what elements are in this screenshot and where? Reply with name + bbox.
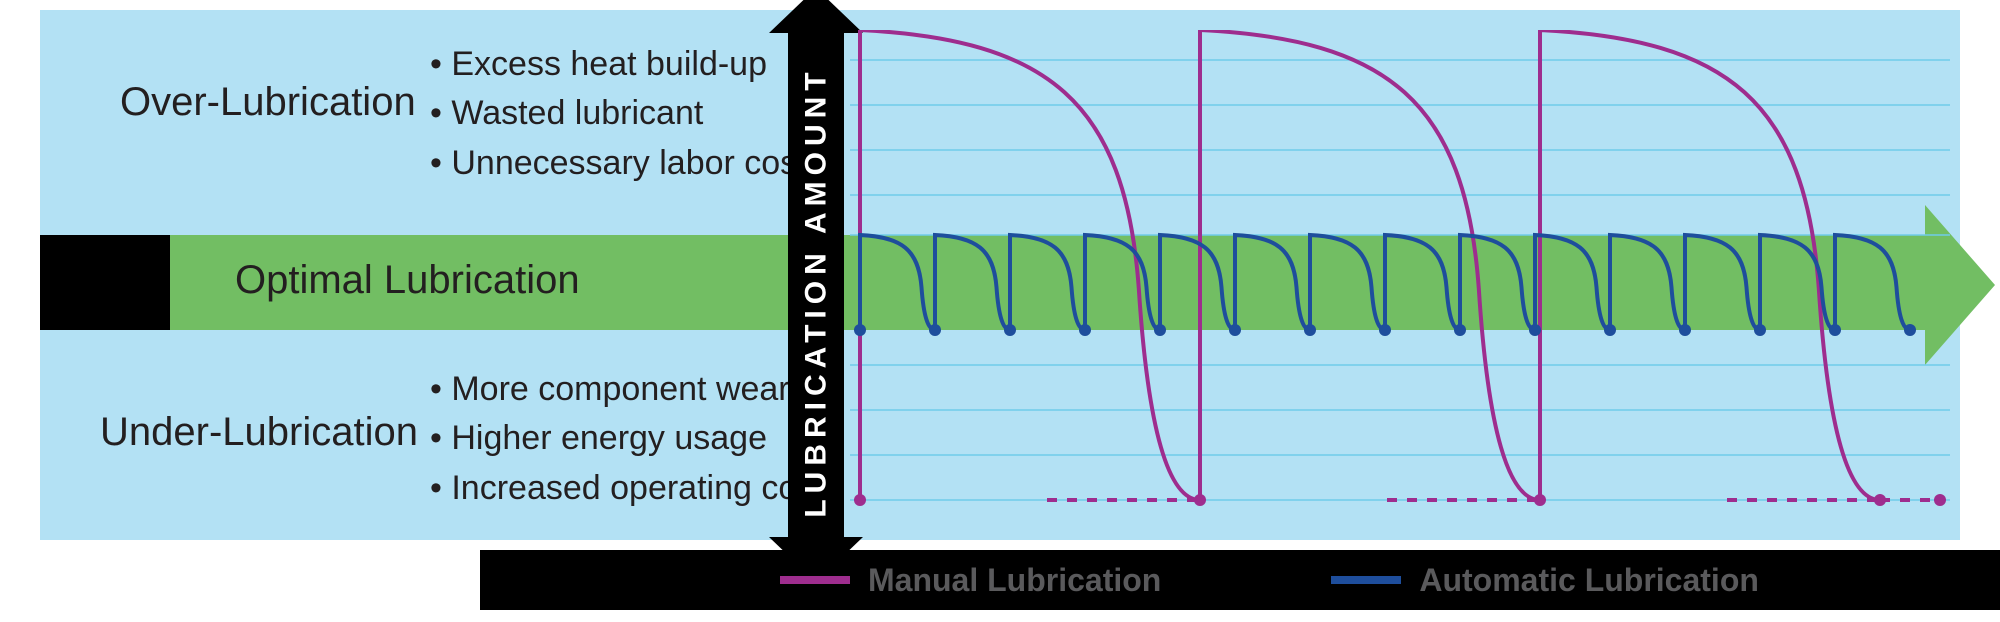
under-lubrication-bullets: More component wear Higher energy usage …	[430, 365, 841, 513]
left-black-stub	[40, 235, 170, 330]
y-axis-label: LUBRICATION AMOUNT	[799, 66, 833, 517]
legend-bar: Manual Lubrication Automatic Lubrication	[480, 550, 2000, 610]
over-lubrication-title: Over-Lubrication	[120, 80, 416, 125]
optimal-title: Optimal Lubrication	[235, 258, 580, 303]
under-lubrication-title: Under-Lubrication	[100, 410, 418, 455]
legend-manual-swatch	[780, 576, 850, 584]
bullet: Increased operating costs	[430, 464, 841, 513]
bullet: Higher energy usage	[430, 414, 841, 463]
bullet: Excess heat build-up	[430, 40, 824, 89]
bullet: Unnecessary labor costs	[430, 139, 824, 188]
bullet: More component wear	[430, 365, 841, 414]
legend-auto-swatch	[1331, 576, 1401, 584]
legend-manual: Manual Lubrication	[780, 562, 1161, 599]
legend-auto: Automatic Lubrication	[1331, 562, 1759, 599]
legend-auto-label: Automatic Lubrication	[1419, 562, 1759, 599]
legend-manual-label: Manual Lubrication	[868, 562, 1161, 599]
over-lubrication-bullets: Excess heat build-up Wasted lubricant Un…	[430, 40, 824, 188]
lubrication-chart	[850, 30, 1950, 530]
bullet: Wasted lubricant	[430, 89, 824, 138]
diagram-canvas: Over-Lubrication Excess heat build-up Wa…	[40, 10, 1960, 610]
